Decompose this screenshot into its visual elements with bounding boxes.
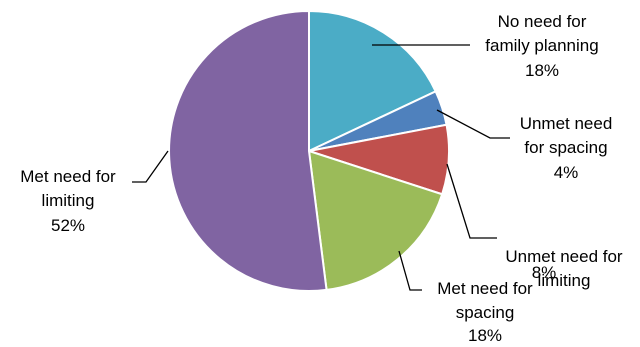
pie-slice-met-need-for-spacing (307, 149, 444, 292)
slice-value-label: 52% (51, 216, 85, 235)
slice-label: Met need for (437, 279, 533, 298)
slice-label: limiting (42, 191, 95, 210)
slice-value-label: 4% (554, 163, 579, 182)
slice-value-label: 18% (468, 326, 502, 342)
slice-label: limiting (538, 271, 591, 290)
slice-label: Unmet need for (505, 247, 623, 266)
slice-label: for spacing (524, 138, 607, 157)
slice-value-label: 18% (525, 61, 559, 80)
leader-line (132, 150, 169, 183)
slice-label: Met need for (20, 167, 116, 186)
leader-line (398, 250, 422, 291)
slice-label: Unmet need (520, 114, 613, 133)
slice-label: spacing (456, 303, 515, 322)
pie-slice-no-need-for-family-planning (308, 9, 438, 153)
slice-label: No need for (498, 12, 587, 31)
slice-value-label: 8% (532, 263, 557, 282)
leader-line (446, 163, 497, 239)
leader-line (436, 109, 510, 139)
pie-slice-met-need-for-limiting (168, 9, 328, 292)
slice-label: family planning (485, 36, 598, 55)
